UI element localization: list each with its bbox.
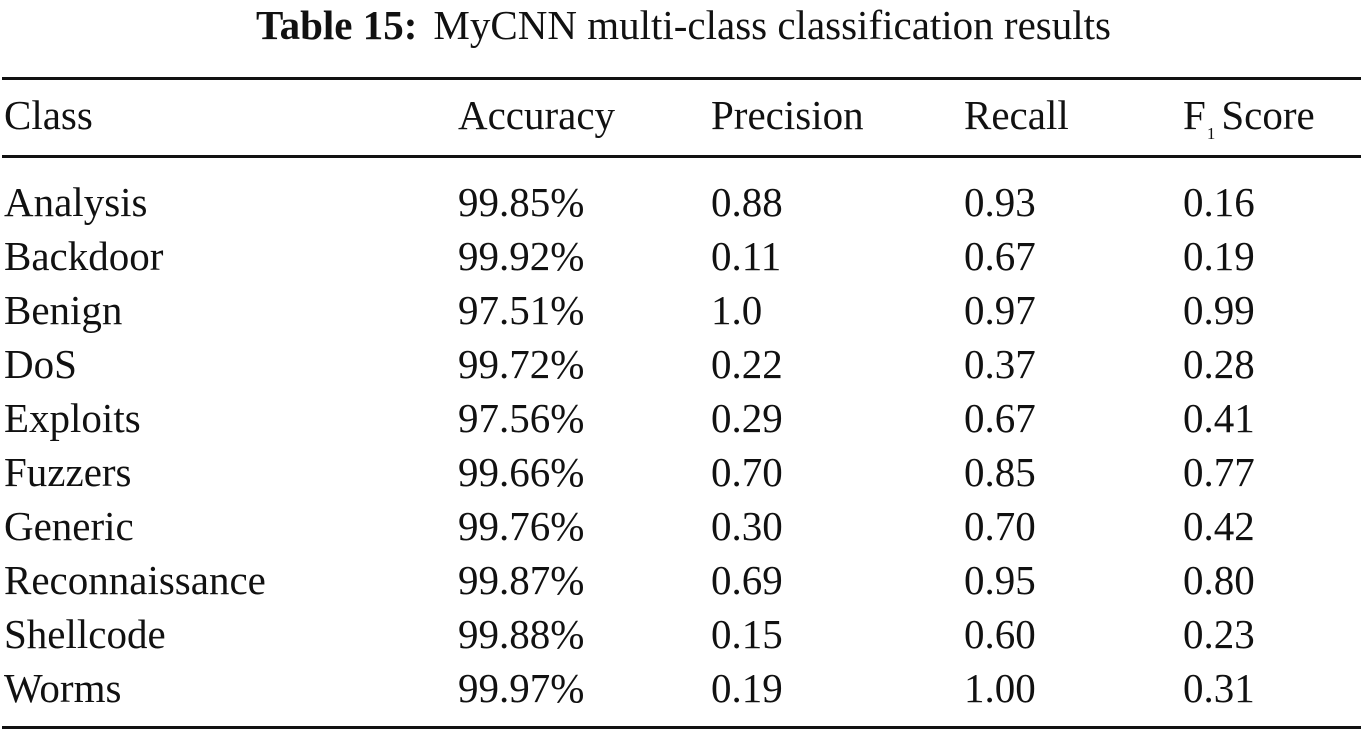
- table-row: Exploits 97.56% 0.29 0.67 0.41: [0, 391, 1367, 445]
- cell-f1-score: 0.99: [1183, 287, 1255, 333]
- cell-class: Shellcode: [4, 611, 166, 657]
- cell-precision: 0.22: [711, 341, 783, 387]
- cell-f1-score: 0.41: [1183, 395, 1255, 441]
- cell-recall: 0.93: [964, 179, 1036, 225]
- cell-precision: 0.88: [711, 179, 783, 225]
- header-precision: Precision: [711, 92, 864, 138]
- cell-precision: 0.19: [711, 665, 783, 711]
- cell-recall: 0.95: [964, 557, 1036, 603]
- cell-accuracy: 99.87%: [458, 557, 585, 603]
- cell-precision: 0.69: [711, 557, 783, 603]
- cell-class: Worms: [4, 665, 122, 711]
- cell-f1-score: 0.77: [1183, 449, 1255, 495]
- cell-class: Exploits: [4, 395, 141, 441]
- table-row: Generic 99.76% 0.30 0.70 0.42: [0, 499, 1367, 553]
- cell-accuracy: 99.85%: [458, 179, 585, 225]
- table-bottom-rule: [2, 726, 1361, 729]
- header-accuracy: Accuracy: [458, 92, 616, 138]
- cell-precision: 0.15: [711, 611, 783, 657]
- cell-class: Benign: [4, 287, 123, 333]
- cell-precision: 0.11: [711, 233, 782, 279]
- table-row: Benign 97.51% 1.0 0.97 0.99: [0, 283, 1367, 337]
- cell-accuracy: 99.66%: [458, 449, 585, 495]
- cell-accuracy: 99.88%: [458, 611, 585, 657]
- table-row: Backdoor 99.92% 0.11 0.67 0.19: [0, 229, 1367, 283]
- table-header-rule: [2, 155, 1361, 158]
- header-f1-word: Score: [1221, 92, 1315, 138]
- table-top-rule: [2, 77, 1361, 80]
- header-f1-subscript: 1: [1206, 124, 1216, 143]
- caption-text: MyCNN multi-class classification results: [433, 2, 1111, 48]
- cell-recall: 0.70: [964, 503, 1036, 549]
- header-class: Class: [4, 92, 93, 138]
- table-header-row: Class Accuracy Precision Recall F1 Score: [0, 86, 1367, 144]
- cell-recall: 0.67: [964, 395, 1036, 441]
- header-f1-letter: F: [1183, 92, 1206, 138]
- cell-precision: 0.30: [711, 503, 783, 549]
- cell-recall: 0.97: [964, 287, 1036, 333]
- table-caption: Table 15: MyCNN multi-class classificatio…: [0, 0, 1367, 60]
- cell-class: Fuzzers: [4, 449, 132, 495]
- cell-accuracy: 99.97%: [458, 665, 585, 711]
- cell-recall: 1.00: [964, 665, 1036, 711]
- cell-precision: 0.29: [711, 395, 783, 441]
- header-f1-score: F1 Score: [1183, 86, 1315, 153]
- table-row: Analysis 99.85% 0.88 0.93 0.16: [0, 175, 1367, 229]
- caption-label: Table 15:: [256, 2, 418, 48]
- cell-f1-score: 0.80: [1183, 557, 1255, 603]
- cell-class: Analysis: [4, 179, 148, 225]
- cell-f1-score: 0.23: [1183, 611, 1255, 657]
- cell-f1-score: 0.19: [1183, 233, 1255, 279]
- table-row: Worms 99.97% 0.19 1.00 0.31: [0, 661, 1367, 715]
- cell-class: DoS: [4, 341, 77, 387]
- cell-accuracy: 97.56%: [458, 395, 585, 441]
- cell-accuracy: 99.92%: [458, 233, 585, 279]
- cell-recall: 0.85: [964, 449, 1036, 495]
- table-row: DoS 99.72% 0.22 0.37 0.28: [0, 337, 1367, 391]
- cell-f1-score: 0.28: [1183, 341, 1255, 387]
- cell-accuracy: 97.51%: [458, 287, 585, 333]
- cell-recall: 0.60: [964, 611, 1036, 657]
- header-recall: Recall: [964, 92, 1069, 138]
- cell-recall: 0.37: [964, 341, 1036, 387]
- cell-f1-score: 0.31: [1183, 665, 1255, 711]
- cell-accuracy: 99.72%: [458, 341, 585, 387]
- cell-f1-score: 0.42: [1183, 503, 1255, 549]
- cell-f1-score: 0.16: [1183, 179, 1255, 225]
- table-row: Fuzzers 99.66% 0.70 0.85 0.77: [0, 445, 1367, 499]
- table-row: Reconnaissance 99.87% 0.69 0.95 0.80: [0, 553, 1367, 607]
- cell-recall: 0.67: [964, 233, 1036, 279]
- cell-class: Backdoor: [4, 233, 164, 279]
- cell-class: Generic: [4, 503, 134, 549]
- table-row: Shellcode 99.88% 0.15 0.60 0.23: [0, 607, 1367, 661]
- cell-accuracy: 99.76%: [458, 503, 585, 549]
- cell-class: Reconnaissance: [4, 557, 266, 603]
- cell-precision: 1.0: [711, 287, 763, 333]
- cell-precision: 0.70: [711, 449, 783, 495]
